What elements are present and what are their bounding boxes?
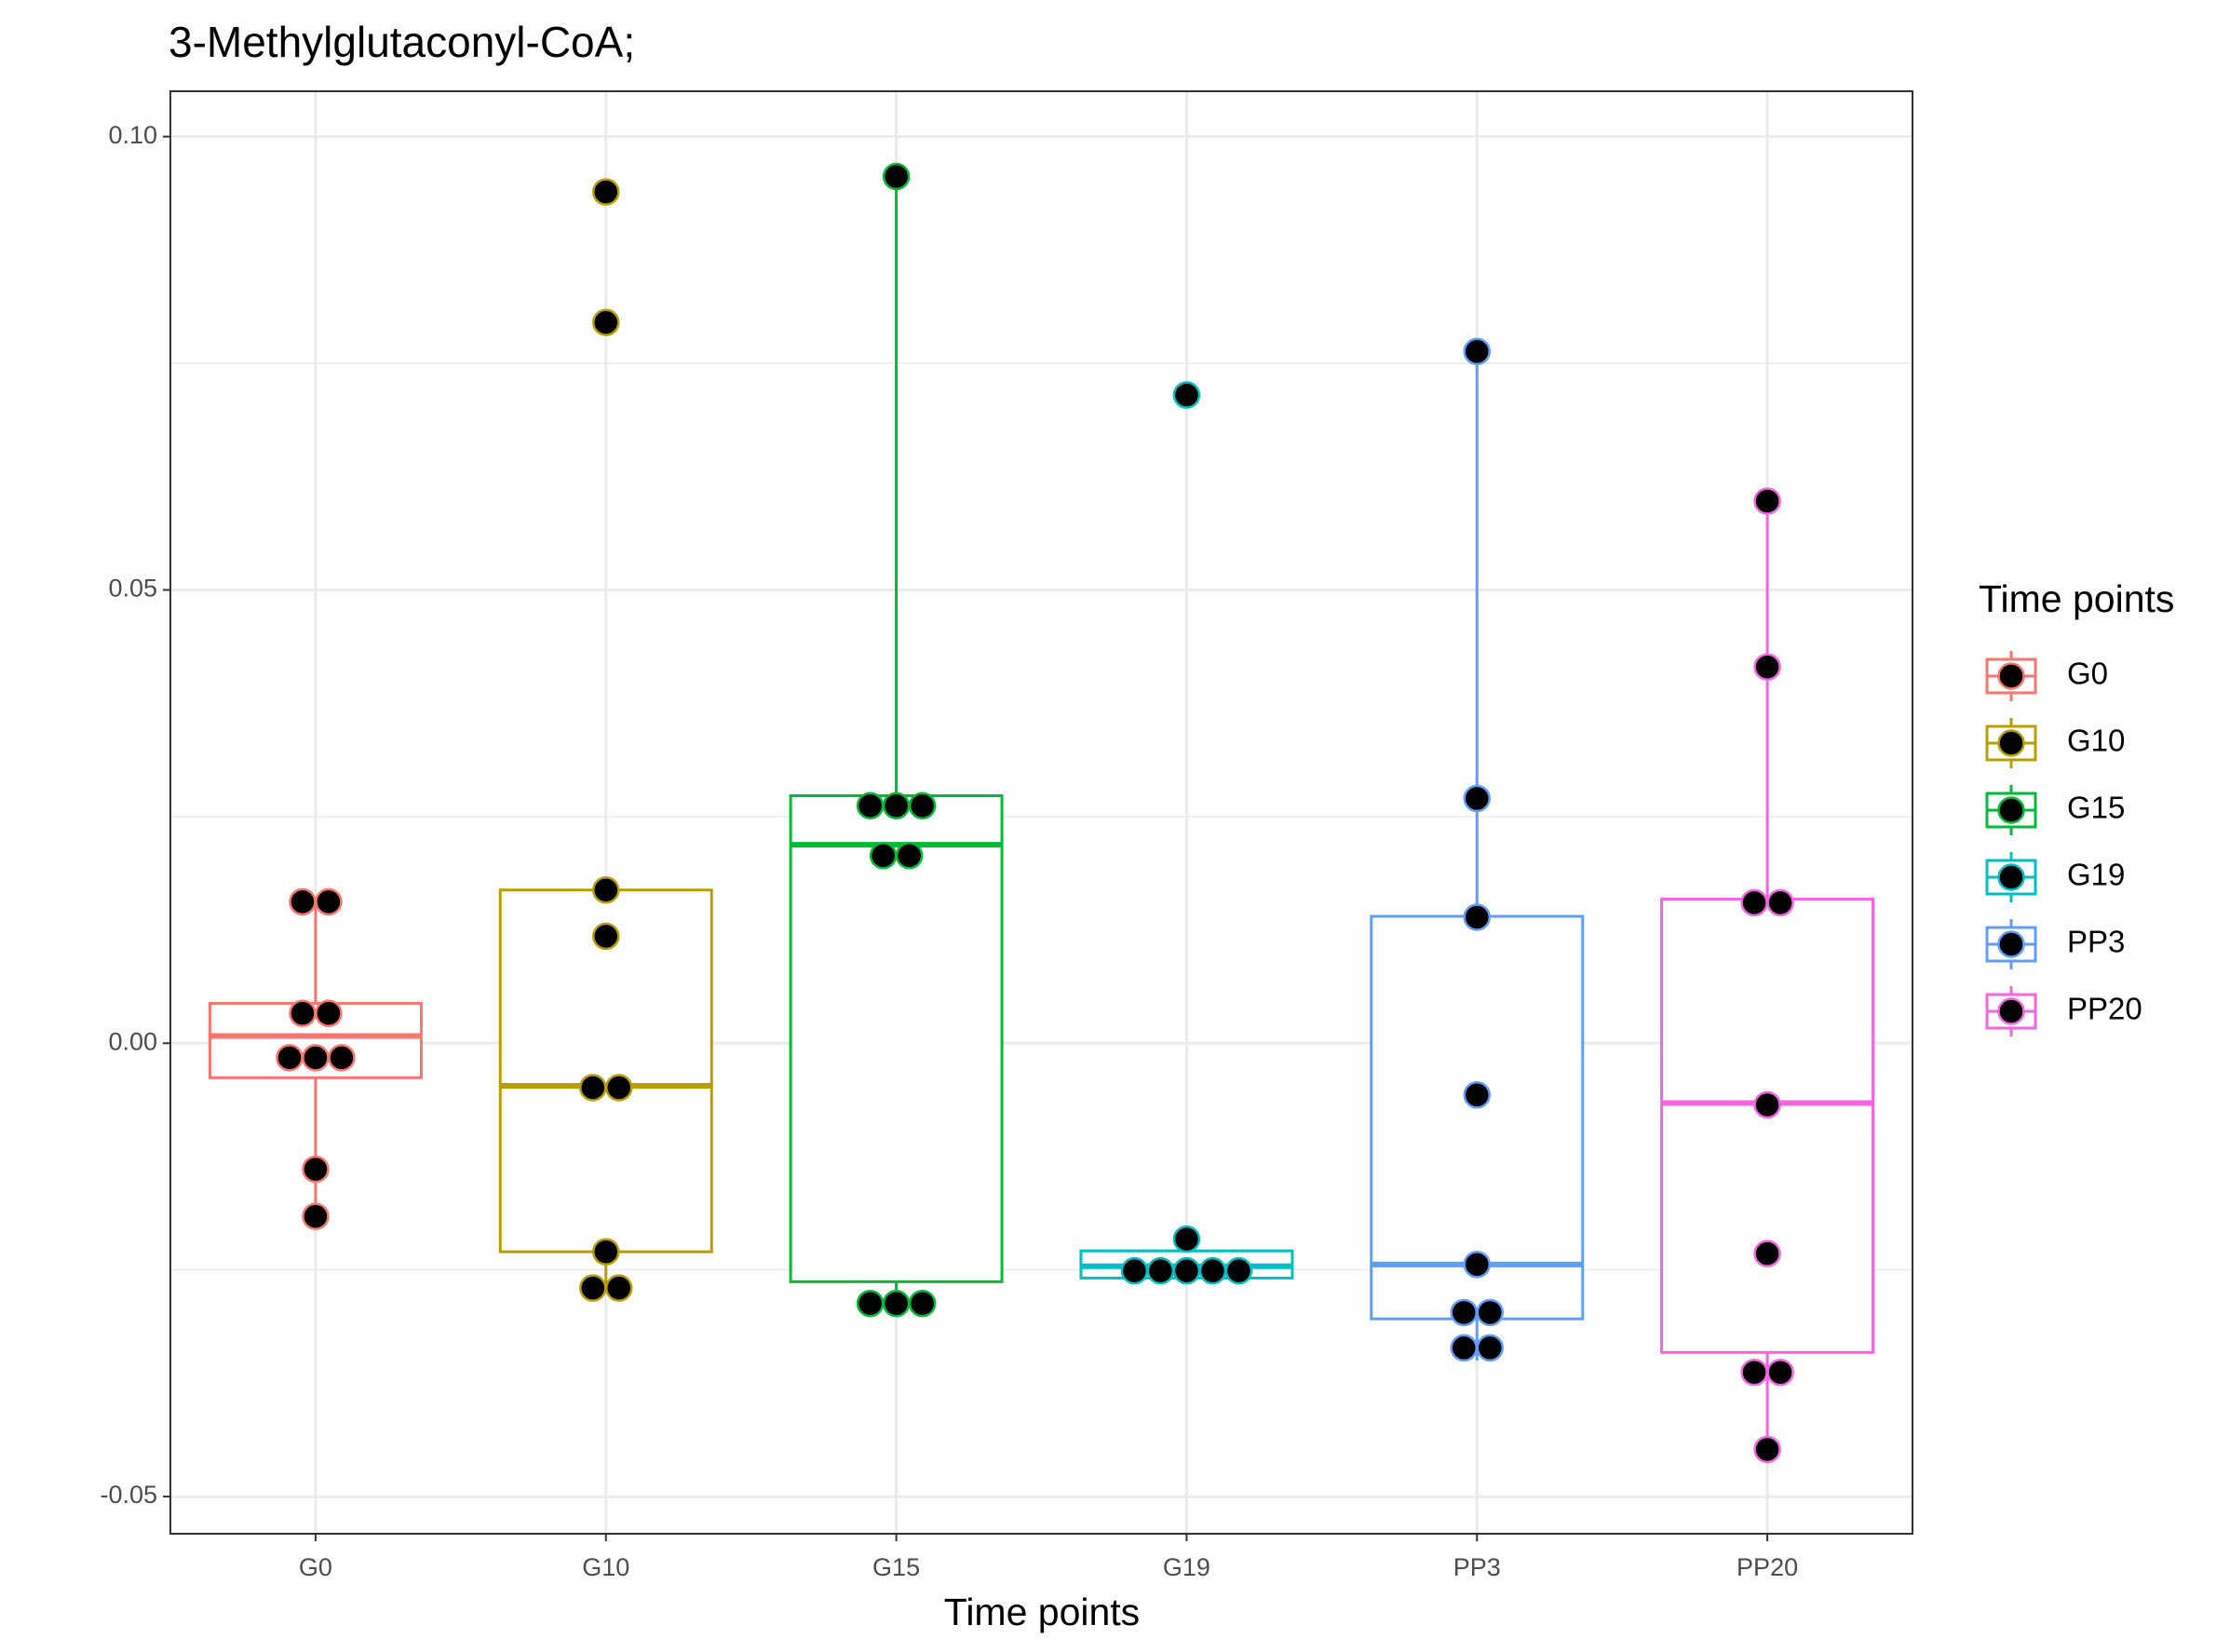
data-point	[605, 1274, 633, 1302]
data-point	[605, 1074, 633, 1102]
panel-border	[169, 90, 1913, 1535]
x-tick-label: PP20	[1737, 1553, 1798, 1581]
data-point	[302, 1155, 330, 1184]
x-tick-label: PP3	[1453, 1553, 1501, 1581]
box	[789, 793, 1004, 1283]
legend-title: Time points	[1979, 577, 2174, 620]
data-point	[1172, 1225, 1201, 1253]
legend-label: G10	[2067, 724, 2125, 758]
data-point	[1198, 1256, 1227, 1285]
data-point	[592, 178, 620, 206]
data-point	[1172, 381, 1201, 409]
data-point	[1450, 1334, 1478, 1362]
x-tick-label: G19	[1163, 1553, 1210, 1581]
data-point	[882, 1289, 911, 1318]
data-point	[592, 308, 620, 337]
data-point	[1450, 1298, 1478, 1327]
box	[1660, 897, 1875, 1354]
data-point	[579, 1274, 607, 1302]
data-point	[1740, 1358, 1768, 1387]
data-point	[1120, 1256, 1149, 1285]
legend-label: G0	[2067, 657, 2108, 691]
legend-key-dot	[1997, 796, 2025, 824]
y-tick-label: 0.05	[108, 575, 157, 603]
data-point	[328, 1044, 356, 1072]
data-point	[856, 1289, 885, 1318]
data-point	[302, 1202, 330, 1230]
box	[498, 888, 713, 1253]
data-point	[1463, 337, 1491, 366]
data-point	[1753, 653, 1781, 681]
data-point	[302, 1044, 330, 1072]
legend-label: PP3	[2067, 925, 2125, 959]
legend-key-dot	[1997, 997, 2025, 1025]
data-point	[1753, 1090, 1781, 1119]
data-point	[1463, 903, 1491, 931]
legend-label: G15	[2067, 791, 2125, 825]
data-point	[1224, 1256, 1253, 1285]
data-point	[579, 1074, 607, 1102]
chart-title: 3-Methylglutaconyl-CoA;	[169, 18, 635, 66]
data-point	[1740, 888, 1768, 917]
data-point	[882, 792, 911, 819]
data-point	[289, 887, 317, 916]
data-point	[1476, 1334, 1504, 1362]
data-point	[1753, 1239, 1781, 1267]
plot-background	[170, 91, 1912, 1534]
legend-label: G19	[2067, 858, 2125, 892]
data-point	[869, 841, 898, 870]
y-tick-label: 0.10	[108, 121, 157, 149]
x-tick-label: G0	[299, 1553, 332, 1581]
data-point	[1463, 1251, 1491, 1279]
data-point	[1753, 487, 1781, 515]
data-point	[289, 999, 317, 1027]
data-point	[592, 922, 620, 951]
y-tick-label: 0.00	[108, 1027, 157, 1055]
data-point	[276, 1044, 304, 1072]
data-point	[592, 875, 620, 904]
data-point	[1463, 784, 1491, 813]
data-point	[1476, 1298, 1504, 1327]
data-point	[895, 841, 924, 870]
y-tick-label: -0.05	[100, 1481, 157, 1509]
legend-key-dot	[1997, 729, 2025, 757]
data-point	[1766, 888, 1794, 917]
x-tick-label: G10	[582, 1553, 629, 1581]
x-tick-label: G15	[872, 1553, 920, 1581]
legend-key-dot	[1997, 930, 2025, 958]
data-point	[1753, 1435, 1781, 1464]
data-point	[1766, 1358, 1794, 1387]
data-point	[908, 792, 937, 819]
data-point	[1146, 1256, 1175, 1285]
legend-key-dot	[1997, 662, 2025, 690]
data-point	[908, 1289, 937, 1318]
data-point	[1172, 1256, 1201, 1285]
x-axis-title: Time points	[944, 1591, 1140, 1633]
legend-label: PP20	[2067, 992, 2142, 1026]
data-point	[315, 887, 343, 916]
data-point	[856, 792, 885, 819]
data-point	[882, 162, 911, 191]
data-point	[1463, 1081, 1491, 1109]
data-point	[315, 999, 343, 1027]
legend-key-dot	[1997, 863, 2025, 891]
data-point	[592, 1238, 620, 1266]
